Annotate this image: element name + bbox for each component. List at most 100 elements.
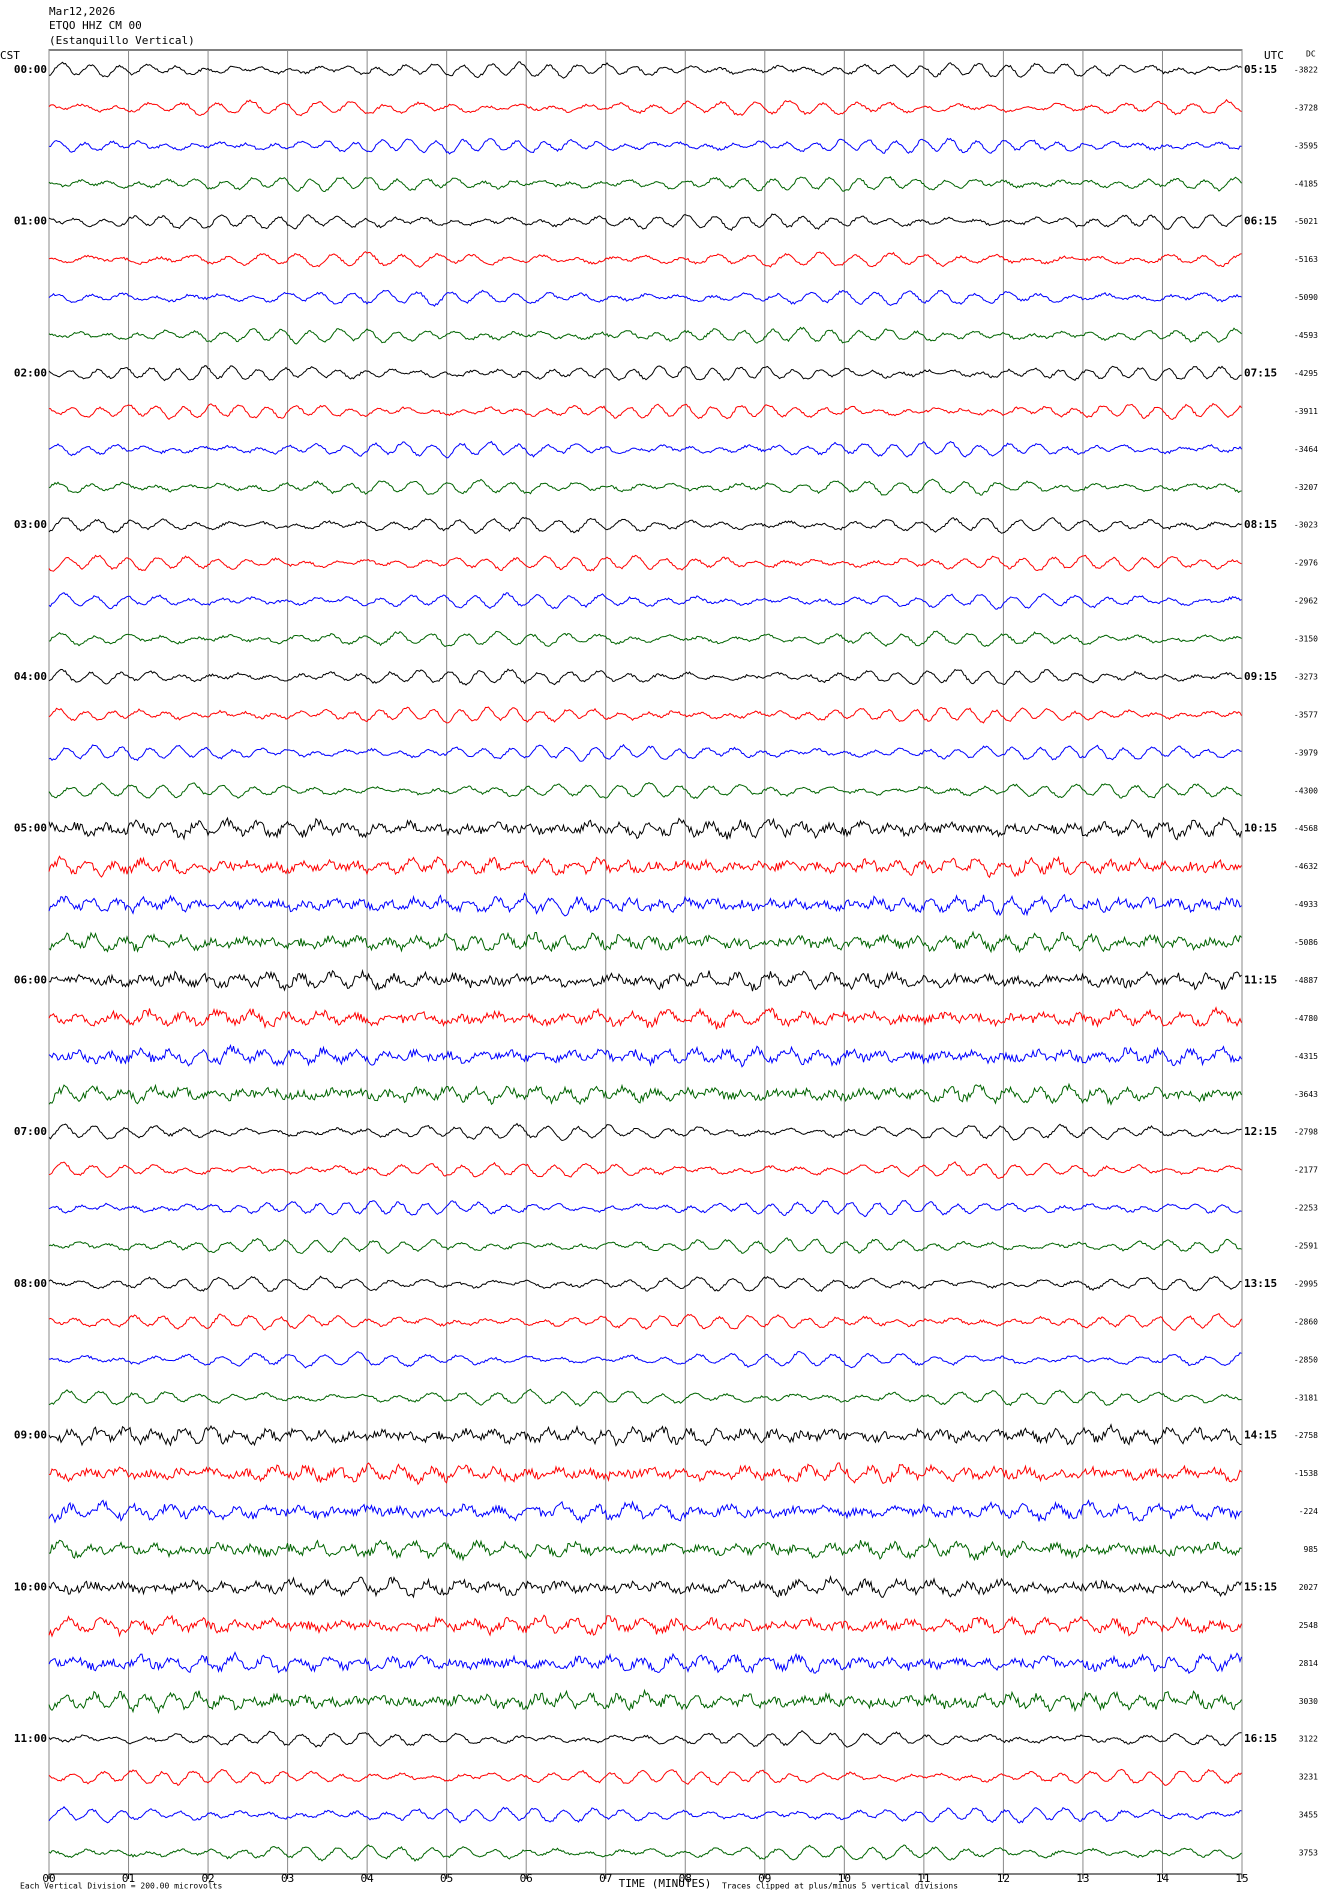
dc-value: -3595 bbox=[1294, 141, 1318, 150]
trace bbox=[48, 251, 1242, 268]
footer-right: Traces clipped at plus/minus 5 vertical … bbox=[722, 1882, 958, 1891]
trace bbox=[48, 892, 1242, 917]
x-tick-label: 03 bbox=[281, 1872, 294, 1885]
dc-label: DC bbox=[1306, 50, 1316, 59]
trace bbox=[48, 743, 1242, 762]
dc-value: 985 bbox=[1304, 1545, 1319, 1554]
dc-value: -4185 bbox=[1294, 179, 1318, 188]
trace bbox=[48, 440, 1242, 459]
x-tick-label: 04 bbox=[361, 1872, 375, 1885]
x-tick-label: 13 bbox=[1076, 1872, 1089, 1885]
dc-value: -2995 bbox=[1294, 1279, 1318, 1288]
trace bbox=[48, 1651, 1242, 1675]
dc-value: -5021 bbox=[1294, 217, 1318, 226]
cst-label: 09:00 bbox=[14, 1429, 47, 1442]
trace bbox=[48, 1275, 1242, 1292]
trace bbox=[48, 706, 1242, 724]
dc-value: 3455 bbox=[1299, 1811, 1318, 1820]
dc-value: -3728 bbox=[1294, 103, 1318, 112]
trace bbox=[48, 478, 1242, 496]
utc-label: 14:15 bbox=[1244, 1429, 1277, 1442]
chart-subtitle: ETQO HHZ CM 00 bbox=[49, 19, 142, 32]
utc-label: 05:15 bbox=[1244, 63, 1277, 76]
x-tick-label: 05 bbox=[440, 1872, 453, 1885]
dc-value: -3207 bbox=[1294, 483, 1318, 492]
trace bbox=[48, 365, 1242, 382]
trace bbox=[48, 1237, 1242, 1254]
dc-value: -2860 bbox=[1294, 1317, 1318, 1326]
dc-value: -4300 bbox=[1294, 786, 1318, 795]
trace bbox=[48, 855, 1242, 879]
dc-value: 3030 bbox=[1299, 1697, 1318, 1706]
dc-value: -3273 bbox=[1294, 672, 1318, 681]
dc-value: -3911 bbox=[1294, 407, 1318, 416]
trace bbox=[48, 1423, 1242, 1447]
dc-value: -4887 bbox=[1294, 976, 1318, 985]
dc-value: -4315 bbox=[1294, 1052, 1318, 1061]
cst-label: 06:00 bbox=[14, 973, 47, 986]
cst-label: 10:00 bbox=[14, 1580, 47, 1593]
dc-value: -2850 bbox=[1294, 1355, 1318, 1364]
trace bbox=[48, 1388, 1242, 1407]
trace bbox=[48, 1199, 1242, 1218]
dc-value: -4780 bbox=[1294, 1014, 1318, 1023]
dc-value: 2814 bbox=[1299, 1659, 1318, 1668]
trace bbox=[48, 289, 1242, 307]
cst-label: 08:00 bbox=[14, 1277, 47, 1290]
utc-label: 08:15 bbox=[1244, 518, 1277, 531]
trace bbox=[48, 1806, 1242, 1824]
dc-value: -224 bbox=[1299, 1507, 1318, 1516]
dc-value: -4295 bbox=[1294, 369, 1318, 378]
trace bbox=[48, 98, 1242, 117]
x-axis-label: TIME (MINUTES) bbox=[619, 1877, 712, 1890]
trace bbox=[48, 1844, 1242, 1862]
trace bbox=[48, 1312, 1242, 1331]
dc-value: -3822 bbox=[1294, 66, 1318, 75]
trace bbox=[48, 1350, 1242, 1369]
dc-value: -5086 bbox=[1294, 938, 1318, 947]
cst-label: 04:00 bbox=[14, 670, 47, 683]
x-tick-label: 09 bbox=[758, 1872, 771, 1885]
dc-value: -2962 bbox=[1294, 597, 1318, 606]
trace bbox=[48, 61, 1242, 79]
x-tick-label: 11 bbox=[917, 1872, 930, 1885]
trace bbox=[48, 1082, 1242, 1106]
footer-left: Each Vertical Division = 200.00 microvol… bbox=[20, 1882, 222, 1891]
trace bbox=[48, 1688, 1242, 1715]
x-tick-label: 12 bbox=[997, 1872, 1010, 1885]
dc-value: -3150 bbox=[1294, 635, 1318, 644]
dc-value: -3464 bbox=[1294, 445, 1318, 454]
trace bbox=[48, 176, 1242, 193]
dc-value: -1538 bbox=[1294, 1469, 1318, 1478]
trace bbox=[48, 1768, 1242, 1787]
x-tick-label: 14 bbox=[1156, 1872, 1170, 1885]
trace bbox=[48, 1575, 1242, 1599]
x-tick-label: 07 bbox=[599, 1872, 612, 1885]
trace bbox=[48, 1161, 1242, 1179]
dc-value: 2548 bbox=[1299, 1621, 1318, 1630]
cst-label: 05:00 bbox=[14, 822, 47, 835]
utc-label: 07:15 bbox=[1244, 366, 1277, 379]
utc-label: 13:15 bbox=[1244, 1277, 1277, 1290]
utc-label: 15:15 bbox=[1244, 1580, 1277, 1593]
right-axis-label: UTC bbox=[1264, 49, 1284, 62]
utc-label: 11:15 bbox=[1244, 973, 1277, 986]
dc-value: 3753 bbox=[1299, 1849, 1318, 1858]
dc-value: -4632 bbox=[1294, 862, 1318, 871]
dc-value: -3577 bbox=[1294, 710, 1318, 719]
cst-label: 02:00 bbox=[14, 366, 47, 379]
utc-label: 16:15 bbox=[1244, 1732, 1277, 1745]
trace bbox=[48, 930, 1242, 954]
trace bbox=[48, 1043, 1242, 1068]
dc-value: -2591 bbox=[1294, 1242, 1318, 1251]
x-tick-label: 01 bbox=[122, 1872, 135, 1885]
trace bbox=[48, 1499, 1242, 1524]
x-tick-label: 10 bbox=[838, 1872, 851, 1885]
dc-value: -2253 bbox=[1294, 1204, 1318, 1213]
cst-label: 11:00 bbox=[14, 1732, 47, 1745]
trace bbox=[48, 516, 1242, 534]
utc-label: 06:15 bbox=[1244, 215, 1277, 228]
trace bbox=[48, 592, 1242, 610]
dc-value: -3979 bbox=[1294, 748, 1318, 757]
